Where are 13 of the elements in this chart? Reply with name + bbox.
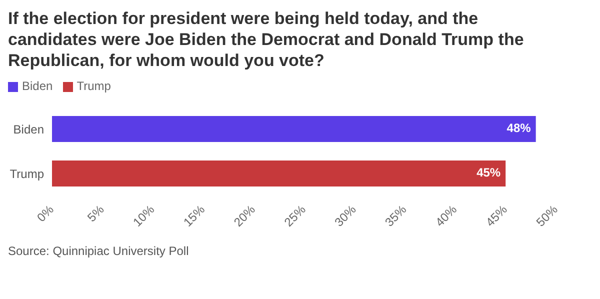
chart-title: If the election for president were being held today, and the candidates were Joe Biden the Democrat and Donald Trump the Republican, for whom would you vote? <box>8 8 525 71</box>
x-tick-label: 40% <box>432 202 460 230</box>
legend-label: Biden <box>22 79 53 93</box>
x-tick-label: 35% <box>382 202 410 230</box>
source-note: Source: Quinnipiac University Poll <box>8 244 190 258</box>
x-tick-label: 5% <box>84 202 107 225</box>
x-tick-label: 50% <box>533 202 561 230</box>
data-label: 45% <box>476 166 501 180</box>
x-tick-label: 0% <box>34 202 57 225</box>
data-label: 48% <box>506 121 532 136</box>
x-tick-label: 30% <box>332 202 359 230</box>
legend-label: Trump <box>76 79 111 93</box>
x-tick-label: 45% <box>483 202 510 230</box>
